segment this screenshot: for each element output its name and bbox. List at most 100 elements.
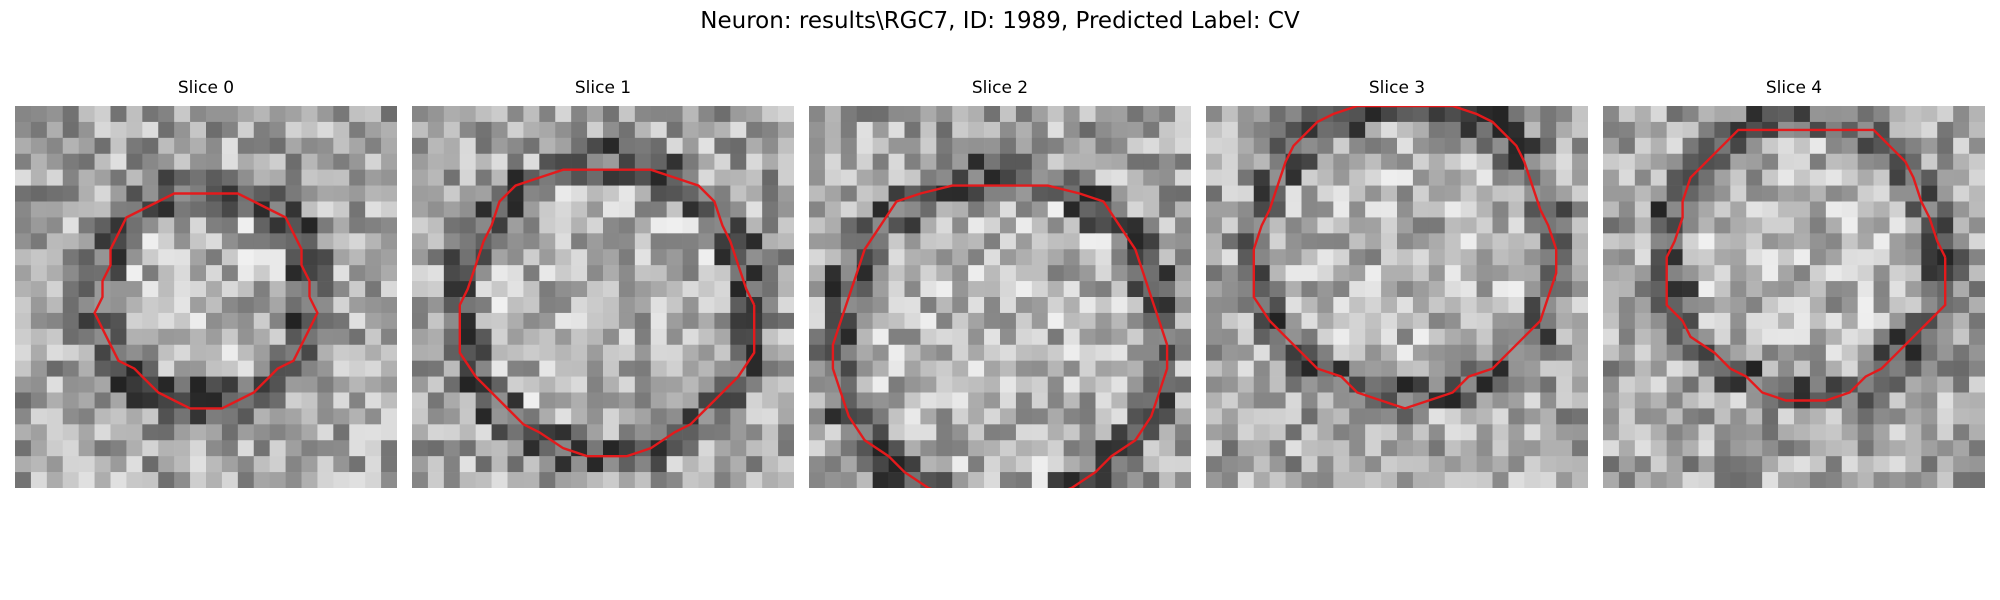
pixel-cell bbox=[444, 408, 460, 424]
pixel-cell bbox=[1699, 186, 1715, 202]
pixel-cell bbox=[1238, 393, 1254, 409]
pixel-cell bbox=[508, 217, 524, 233]
pixel-cell bbox=[1206, 424, 1222, 440]
pixel-cell bbox=[619, 186, 635, 202]
pixel-cell bbox=[126, 377, 142, 393]
pixel-cell bbox=[1349, 265, 1365, 281]
pixel-cell bbox=[1445, 233, 1461, 249]
pixel-cell bbox=[619, 106, 635, 122]
pixel-cell bbox=[302, 377, 318, 393]
pixel-cell bbox=[365, 106, 381, 122]
pixel-cell bbox=[1286, 456, 1302, 472]
pixel-cell bbox=[1572, 138, 1588, 154]
pixel-cell bbox=[126, 233, 142, 249]
pixel-cell bbox=[1333, 138, 1349, 154]
pixel-cell bbox=[1349, 217, 1365, 233]
pixel-cell bbox=[1651, 122, 1667, 138]
pixel-cell bbox=[1302, 217, 1318, 233]
pixel-cell bbox=[651, 377, 667, 393]
pixel-cell bbox=[968, 154, 984, 170]
pixel-cell bbox=[539, 393, 555, 409]
pixel-cell bbox=[699, 472, 715, 488]
pixel-cell bbox=[206, 154, 222, 170]
pixel-cell bbox=[762, 313, 778, 329]
pixel-cell bbox=[667, 408, 683, 424]
pixel-cell bbox=[238, 281, 254, 297]
pixel-cell bbox=[635, 472, 651, 488]
pixel-cell bbox=[730, 472, 746, 488]
pixel-cell bbox=[1222, 154, 1238, 170]
pixel-cell bbox=[1477, 138, 1493, 154]
pixel-cell bbox=[1890, 472, 1906, 488]
pixel-cell bbox=[1842, 249, 1858, 265]
pixel-cell bbox=[254, 281, 270, 297]
pixel-cell bbox=[746, 154, 762, 170]
pixel-cell bbox=[1730, 106, 1746, 122]
pixel-cell bbox=[412, 313, 428, 329]
pixel-cell bbox=[857, 313, 873, 329]
pixel-cell bbox=[873, 186, 889, 202]
pixel-cell bbox=[270, 217, 286, 233]
pixel-cell bbox=[1730, 170, 1746, 186]
pixel-cell bbox=[603, 249, 619, 265]
pixel-cell bbox=[190, 233, 206, 249]
pixel-cell bbox=[699, 329, 715, 345]
pixel-cell bbox=[349, 472, 365, 488]
pixel-cell bbox=[1333, 122, 1349, 138]
pixel-cell bbox=[270, 440, 286, 456]
pixel-cell bbox=[1794, 329, 1810, 345]
pixel-cell bbox=[1000, 472, 1016, 488]
pixel-cell bbox=[920, 313, 936, 329]
pixel-cell bbox=[1048, 281, 1064, 297]
pixel-cell bbox=[111, 472, 127, 488]
pixel-cell bbox=[95, 154, 111, 170]
pixel-cell bbox=[1111, 408, 1127, 424]
pixel-cell bbox=[1143, 154, 1159, 170]
pixel-cell bbox=[555, 281, 571, 297]
pixel-cell bbox=[1080, 297, 1096, 313]
pixel-cell bbox=[365, 170, 381, 186]
pixel-cell bbox=[1603, 249, 1619, 265]
pixel-cell bbox=[1397, 440, 1413, 456]
pixel-cell bbox=[603, 265, 619, 281]
pixel-cell bbox=[809, 440, 825, 456]
pixel-cell bbox=[1603, 170, 1619, 186]
pixel-cell bbox=[1619, 297, 1635, 313]
pixel-cell bbox=[1937, 217, 1953, 233]
pixel-cell bbox=[238, 297, 254, 313]
pixel-cell bbox=[1254, 377, 1270, 393]
pixel-cell bbox=[492, 281, 508, 297]
pixel-cell bbox=[1953, 377, 1969, 393]
pixel-cell bbox=[1493, 249, 1509, 265]
pixel-cell bbox=[1651, 106, 1667, 122]
pixel-cell bbox=[857, 138, 873, 154]
pixel-cell bbox=[492, 313, 508, 329]
pixel-cell bbox=[270, 456, 286, 472]
pixel-cell bbox=[444, 233, 460, 249]
pixel-cell bbox=[31, 170, 47, 186]
pixel-cell bbox=[1381, 281, 1397, 297]
pixel-cell bbox=[79, 377, 95, 393]
pixel-cell bbox=[1445, 170, 1461, 186]
pixel-cell bbox=[349, 424, 365, 440]
pixel-cell bbox=[1953, 138, 1969, 154]
pixel-cell bbox=[555, 217, 571, 233]
pixel-cell bbox=[1969, 217, 1985, 233]
pixel-cell bbox=[15, 456, 31, 472]
pixel-cell bbox=[1254, 106, 1270, 122]
pixel-cell bbox=[254, 106, 270, 122]
pixel-cell bbox=[603, 424, 619, 440]
pixel-cell bbox=[1127, 281, 1143, 297]
pixel-cell bbox=[1143, 170, 1159, 186]
pixel-cell bbox=[651, 154, 667, 170]
pixel-cell bbox=[889, 281, 905, 297]
pixel-cell bbox=[1333, 440, 1349, 456]
pixel-cell bbox=[555, 377, 571, 393]
pixel-cell bbox=[142, 122, 158, 138]
pixel-cell bbox=[349, 393, 365, 409]
pixel-cell bbox=[683, 122, 699, 138]
pixel-cell bbox=[619, 122, 635, 138]
pixel-cell bbox=[778, 408, 794, 424]
pixel-cell bbox=[444, 154, 460, 170]
pixel-cell bbox=[762, 361, 778, 377]
